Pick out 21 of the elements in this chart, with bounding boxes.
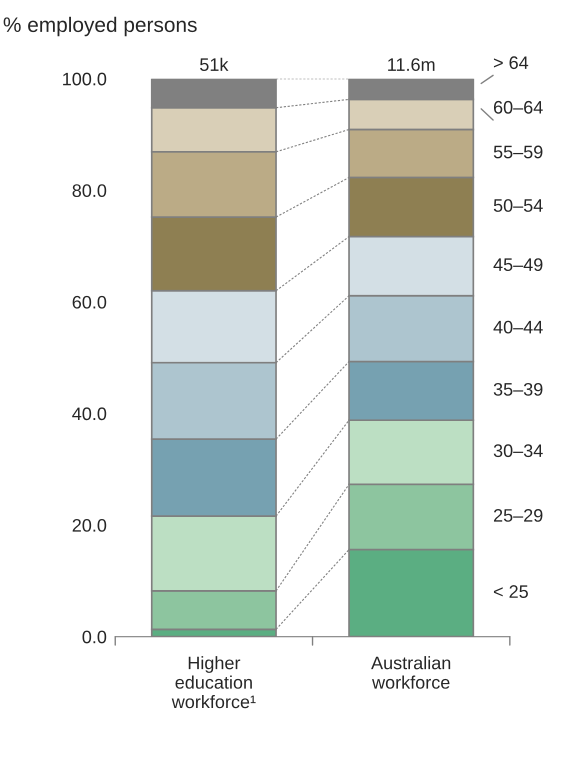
annotation: 11.6m bbox=[388, 58, 434, 71]
series-label: 55–59 bbox=[494, 146, 542, 158]
series-label: 45–49 bbox=[493, 258, 542, 272]
y-tick-label: 80.0 bbox=[72, 184, 106, 198]
y-tick-label: 40.0 bbox=[72, 407, 106, 420]
x-tick-label: Australian workforce bbox=[371, 656, 450, 689]
y-tick-label: 20.0 bbox=[72, 518, 106, 532]
y-tick-label: 60.0 bbox=[72, 296, 106, 309]
series-label: > 64 bbox=[494, 56, 528, 70]
annotation: 51k bbox=[200, 58, 228, 71]
series-label: 25–29 bbox=[494, 509, 542, 522]
series-label: < 25 bbox=[494, 585, 528, 598]
x-tick-label: Higher education workforce¹ bbox=[172, 656, 256, 708]
y-tick-label: 0.0 bbox=[82, 630, 106, 644]
series-label: 30–34 bbox=[494, 444, 543, 458]
series-label: 50–54 bbox=[494, 199, 543, 212]
y-axis-title: % employed persons bbox=[4, 16, 197, 36]
series-label: 40–44 bbox=[493, 320, 543, 334]
y-tick-label: 100.0 bbox=[63, 72, 106, 86]
legend-label: 60–64 bbox=[494, 100, 543, 114]
series-label: 35–39 bbox=[494, 382, 542, 396]
